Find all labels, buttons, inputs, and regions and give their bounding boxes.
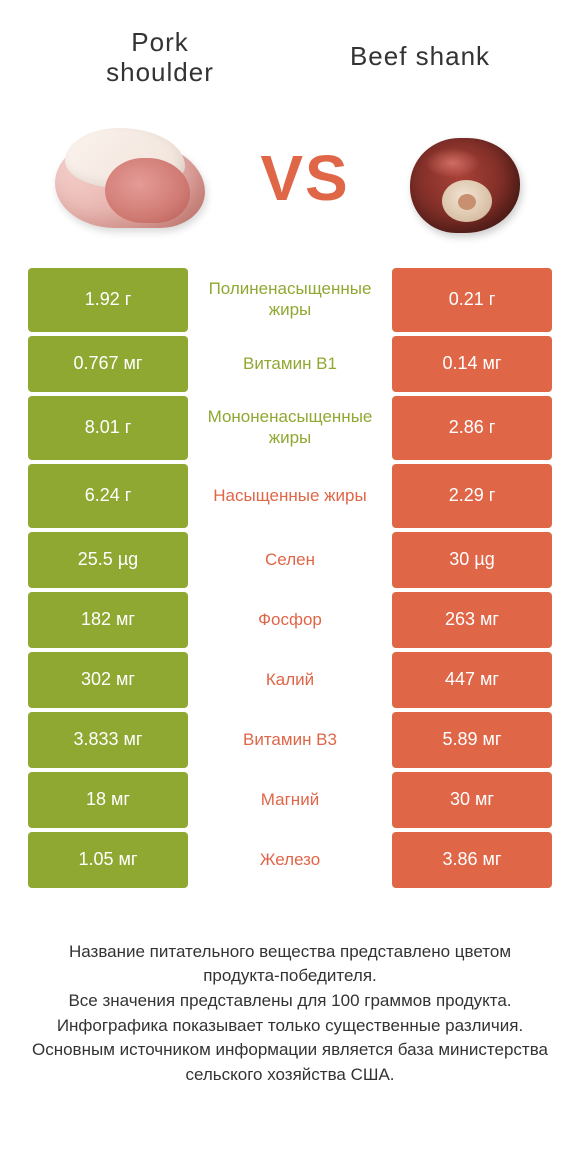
vs-label: VS (260, 141, 349, 215)
table-row: 6.24 гНасыщенные жиры2.29 г (28, 464, 552, 528)
right-value: 0.21 г (392, 268, 552, 332)
table-row: 1.05 мгЖелезо3.86 мг (28, 832, 552, 888)
table-row: 1.92 гПолиненасыщенные жиры0.21 г (28, 268, 552, 332)
nutrient-name: Фосфор (188, 592, 392, 648)
nutrient-name: Витамин B1 (188, 336, 392, 392)
table-row: 25.5 µgСелен30 µg (28, 532, 552, 588)
left-value: 1.05 мг (28, 832, 188, 888)
comparison-table: 1.92 гПолиненасыщенные жиры0.21 г0.767 м… (0, 268, 580, 888)
right-product-title: Beef shank (320, 28, 520, 72)
left-value: 8.01 г (28, 396, 188, 460)
footer-line: Основным источником информации является … (30, 1038, 550, 1087)
nutrient-name: Железо (188, 832, 392, 888)
right-value: 0.14 мг (392, 336, 552, 392)
nutrient-name: Калий (188, 652, 392, 708)
nutrient-name: Селен (188, 532, 392, 588)
nutrient-name: Витамин B3 (188, 712, 392, 768)
beef-shank-illustration (400, 118, 530, 238)
table-row: 18 мгМагний30 мг (28, 772, 552, 828)
footer-line: Все значения представлены для 100 граммо… (30, 989, 550, 1014)
table-row: 3.833 мгВитамин B35.89 мг (28, 712, 552, 768)
left-value: 302 мг (28, 652, 188, 708)
table-row: 8.01 гМононенасыщенные жиры2.86 г (28, 396, 552, 460)
right-value: 30 µg (392, 532, 552, 588)
right-value: 447 мг (392, 652, 552, 708)
header: Porkshoulder Beef shank (0, 0, 580, 98)
footer-line: Название питательного вещества представл… (30, 940, 550, 989)
left-value: 6.24 г (28, 464, 188, 528)
nutrient-name: Магний (188, 772, 392, 828)
left-value: 25.5 µg (28, 532, 188, 588)
nutrient-name: Насыщенные жиры (188, 464, 392, 528)
left-value: 182 мг (28, 592, 188, 648)
table-row: 182 мгФосфор263 мг (28, 592, 552, 648)
left-value: 1.92 г (28, 268, 188, 332)
right-value: 2.86 г (392, 396, 552, 460)
pork-shoulder-illustration (50, 118, 210, 238)
left-value: 0.767 мг (28, 336, 188, 392)
right-value: 2.29 г (392, 464, 552, 528)
footer-notes: Название питательного вещества представл… (0, 892, 580, 1088)
right-value: 5.89 мг (392, 712, 552, 768)
footer-line: Инфографика показывает только существенн… (30, 1014, 550, 1039)
right-value: 30 мг (392, 772, 552, 828)
images-row: VS (0, 98, 580, 268)
left-value: 18 мг (28, 772, 188, 828)
left-product-title: Porkshoulder (60, 28, 260, 88)
right-value: 263 мг (392, 592, 552, 648)
right-value: 3.86 мг (392, 832, 552, 888)
table-row: 0.767 мгВитамин B10.14 мг (28, 336, 552, 392)
table-row: 302 мгКалий447 мг (28, 652, 552, 708)
nutrient-name: Полиненасыщенные жиры (188, 268, 392, 332)
nutrient-name: Мононенасыщенные жиры (188, 396, 392, 460)
left-value: 3.833 мг (28, 712, 188, 768)
